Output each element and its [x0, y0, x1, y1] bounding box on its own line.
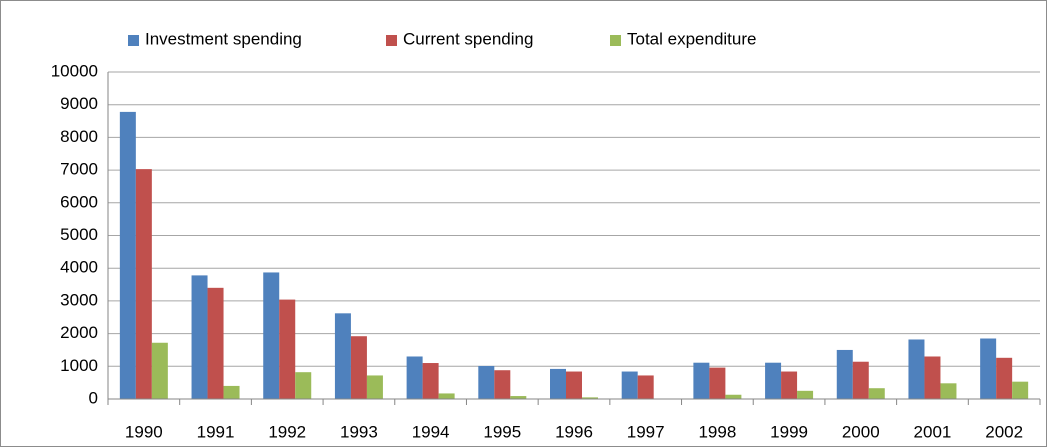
bar [350, 336, 367, 399]
bar [980, 338, 997, 399]
bar [223, 385, 240, 399]
bar [191, 275, 208, 399]
x-tick-label: 1999 [770, 422, 808, 441]
bar [797, 390, 814, 399]
bar [1012, 381, 1029, 399]
x-tick-label: 1994 [412, 422, 450, 441]
legend-label: Total expenditure [627, 29, 756, 48]
y-tick-label: 4000 [60, 258, 98, 277]
bar [550, 368, 566, 399]
x-tick-label: 1996 [555, 422, 593, 441]
bar [637, 375, 654, 399]
bar [119, 111, 136, 400]
legend-label: Current spending [403, 29, 533, 48]
y-tick-label: 7000 [60, 160, 98, 179]
bar [924, 356, 941, 399]
bar [295, 372, 312, 399]
x-tick-label: 1995 [483, 422, 521, 441]
bar [765, 362, 782, 399]
legend-swatch [128, 35, 139, 46]
x-tick-label: 1992 [268, 422, 306, 441]
bar [334, 313, 351, 399]
bar [836, 349, 853, 399]
bar [263, 272, 280, 399]
bar [422, 363, 439, 399]
bar [366, 375, 383, 399]
y-tick-label: 6000 [60, 192, 98, 211]
y-tick-label: 9000 [60, 94, 98, 113]
bar [996, 357, 1013, 399]
y-tick-label: 8000 [60, 127, 98, 146]
bar [908, 339, 925, 399]
bar [207, 287, 224, 399]
bar [566, 371, 582, 399]
y-tick-label: 1000 [60, 356, 98, 375]
bar [940, 383, 957, 399]
x-tick-label: 2000 [842, 422, 880, 441]
x-tick-label: 1997 [627, 422, 665, 441]
x-tick-label: 2002 [985, 422, 1023, 441]
bar [582, 397, 598, 399]
y-tick-label: 10000 [51, 61, 98, 80]
bar [135, 169, 152, 399]
bar [852, 361, 869, 399]
y-tick-label: 5000 [60, 225, 98, 244]
bar [494, 370, 511, 399]
bar [693, 362, 710, 399]
bar [781, 371, 798, 399]
x-tick-label: 1991 [197, 422, 235, 441]
bar [478, 365, 495, 399]
legend-swatch [610, 35, 621, 46]
legend-swatch [386, 35, 397, 46]
bar [709, 367, 726, 399]
bar [868, 388, 885, 399]
y-tick-label: 0 [89, 388, 98, 407]
bar [510, 396, 527, 399]
y-tick-label: 2000 [60, 323, 98, 342]
bar [725, 394, 742, 399]
y-tick-label: 3000 [60, 290, 98, 309]
x-tick-label: 2001 [914, 422, 952, 441]
x-tick-label: 1998 [698, 422, 736, 441]
bar [438, 393, 455, 399]
bar [151, 342, 168, 399]
bar [406, 356, 423, 399]
legend-label: Investment spending [145, 29, 302, 48]
x-tick-label: 1993 [340, 422, 378, 441]
bar [621, 371, 638, 399]
bar [279, 299, 296, 399]
x-tick-label: 1990 [125, 422, 163, 441]
